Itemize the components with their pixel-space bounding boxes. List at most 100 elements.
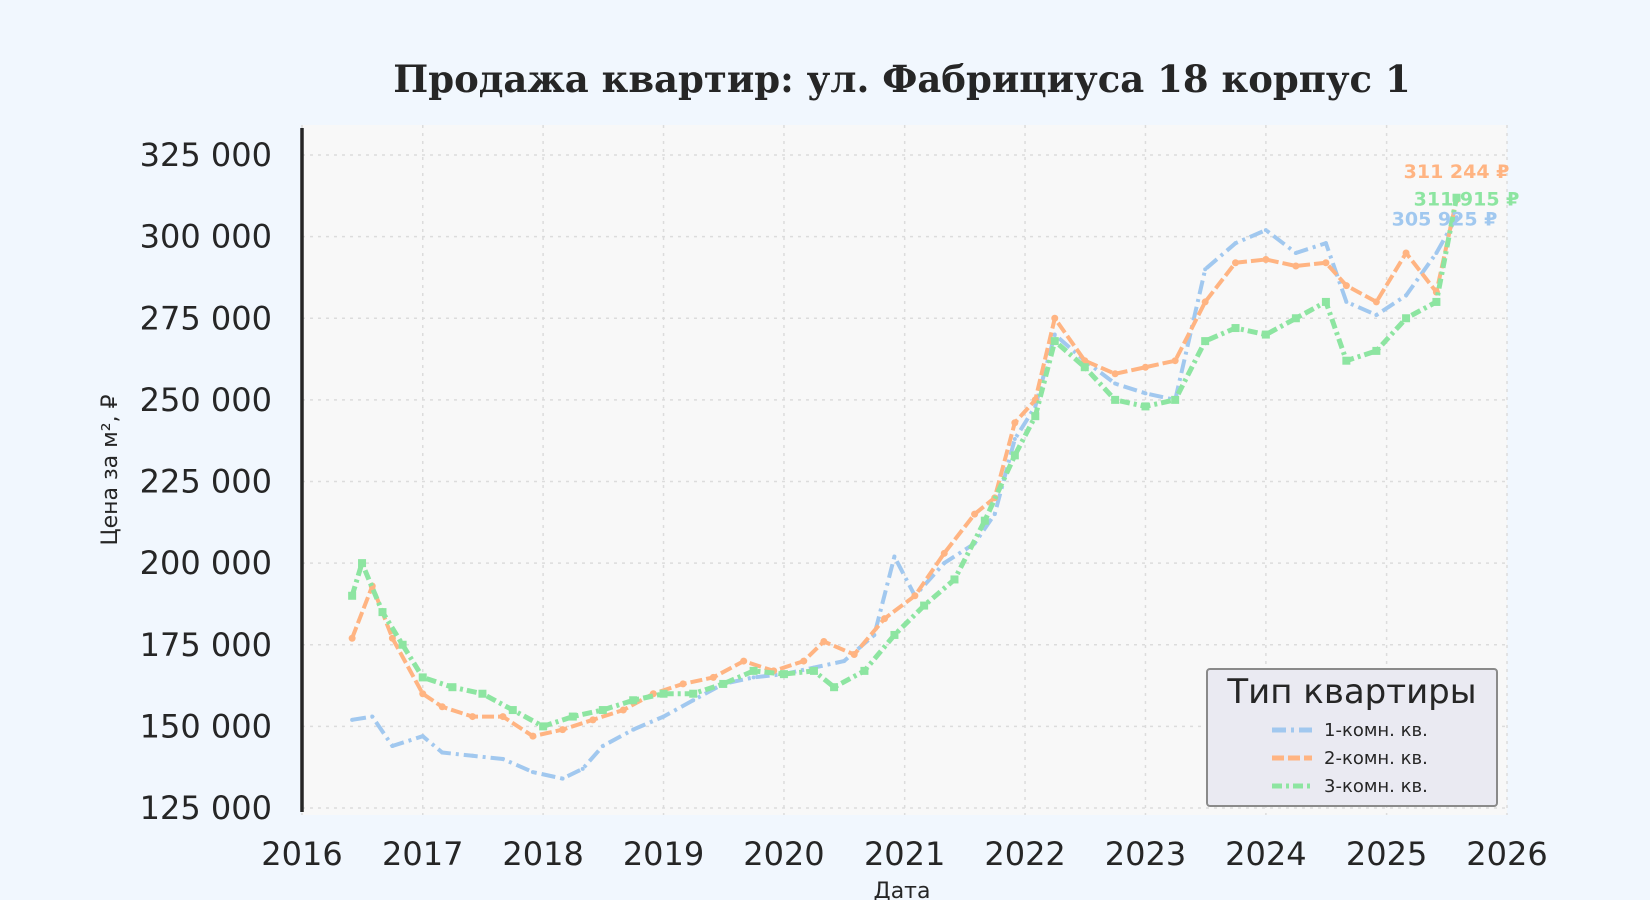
data-point [398, 640, 407, 649]
data-point [661, 714, 666, 719]
data-point [950, 575, 959, 584]
y-tick-label: 175 000 [140, 626, 272, 664]
data-point [418, 673, 427, 682]
data-point [1171, 357, 1179, 365]
data-point [841, 659, 846, 664]
data-point [1432, 297, 1441, 306]
data-point [600, 743, 605, 748]
data-point [1233, 241, 1238, 246]
data-point [1372, 298, 1380, 306]
legend-item: 1-комн. кв. [1272, 720, 1428, 741]
data-point [942, 561, 947, 566]
data-point [478, 689, 487, 698]
data-point [1454, 215, 1459, 220]
data-point [850, 651, 858, 659]
data-point [500, 757, 505, 762]
end-label: 311 244 ₽ [1404, 161, 1510, 183]
data-point [1342, 356, 1351, 365]
series-2 [348, 196, 1461, 740]
data-point [1292, 262, 1300, 270]
x-tick-label: 2016 [261, 835, 342, 873]
data-point [1143, 391, 1148, 396]
y-tick-label: 275 000 [140, 299, 272, 337]
data-point [881, 615, 889, 623]
data-point [580, 766, 585, 771]
data-point [508, 706, 517, 715]
series-1 [350, 215, 1459, 781]
x-tick-label: 2023 [1105, 835, 1186, 873]
data-point [419, 690, 427, 698]
data-point [1201, 298, 1209, 306]
data-point [709, 673, 717, 681]
series-3 [348, 193, 1461, 731]
data-point [1201, 337, 1210, 346]
data-point [420, 734, 425, 739]
data-point [1404, 293, 1409, 298]
data-point [1402, 249, 1410, 257]
x-axis-label: Дата [874, 879, 931, 900]
data-point [940, 549, 948, 557]
data-point [1321, 297, 1330, 306]
data-point [830, 683, 839, 692]
series-line [351, 216, 1459, 781]
data-point [589, 716, 597, 724]
data-point [749, 666, 758, 675]
data-point [980, 516, 989, 525]
data-point [539, 722, 548, 731]
data-point [370, 714, 375, 719]
data-point [1141, 402, 1150, 411]
data-point [629, 696, 638, 705]
y-tick-label: 200 000 [140, 544, 272, 582]
legend-title: Тип квартиры [1226, 672, 1476, 712]
data-point [1113, 381, 1118, 386]
y-tick-label: 150 000 [140, 707, 272, 745]
legend-box [1206, 668, 1498, 807]
data-point [1372, 346, 1381, 355]
data-point [1052, 332, 1057, 337]
data-point [631, 727, 636, 732]
data-point [350, 717, 355, 722]
series-layer [348, 193, 1461, 781]
data-point [388, 634, 396, 642]
data-point [1080, 363, 1089, 372]
data-point [358, 559, 367, 568]
x-tick-label: 2019 [623, 835, 704, 873]
data-point [438, 703, 446, 711]
data-point [1344, 299, 1349, 304]
data-point [469, 713, 477, 721]
grid-lines [301, 125, 1508, 815]
y-tick-label: 300 000 [140, 218, 272, 256]
data-point [1374, 312, 1379, 317]
y-tick-label: 325 000 [140, 136, 272, 174]
data-point [1012, 437, 1017, 442]
data-point [892, 554, 897, 559]
data-point [448, 683, 457, 692]
legend-label: 3-комн. кв. [1324, 776, 1428, 797]
data-point [691, 698, 696, 703]
legend: Тип квартиры 1-комн. кв. 2-комн. кв. 3-ком… [1206, 668, 1498, 807]
data-point [860, 666, 869, 675]
data-point [1051, 314, 1059, 322]
data-point [740, 657, 748, 665]
legend-items: 1-комн. кв. 2-комн. кв. 3-комн. кв. [1272, 720, 1428, 797]
data-point [971, 510, 979, 518]
data-point [1323, 241, 1328, 246]
data-point [1031, 412, 1040, 421]
x-tick-label: 2022 [984, 835, 1065, 873]
data-point [529, 732, 537, 740]
data-point [1050, 337, 1059, 346]
data-point [809, 666, 818, 675]
data-point [568, 712, 577, 721]
data-point [390, 743, 395, 748]
legend-label: 1-комн. кв. [1324, 720, 1428, 741]
end-label: 311 915 ₽ [1414, 189, 1520, 211]
data-point [1171, 395, 1180, 404]
data-point [1141, 363, 1149, 371]
data-point [1291, 314, 1300, 323]
data-point [779, 670, 788, 679]
x-tick-labels: 2016 2017 2018 2019 2020 2021 2022 2023 2024 2025… [261, 835, 1547, 873]
data-point [619, 706, 627, 714]
data-point [560, 776, 565, 781]
data-point [598, 706, 607, 715]
